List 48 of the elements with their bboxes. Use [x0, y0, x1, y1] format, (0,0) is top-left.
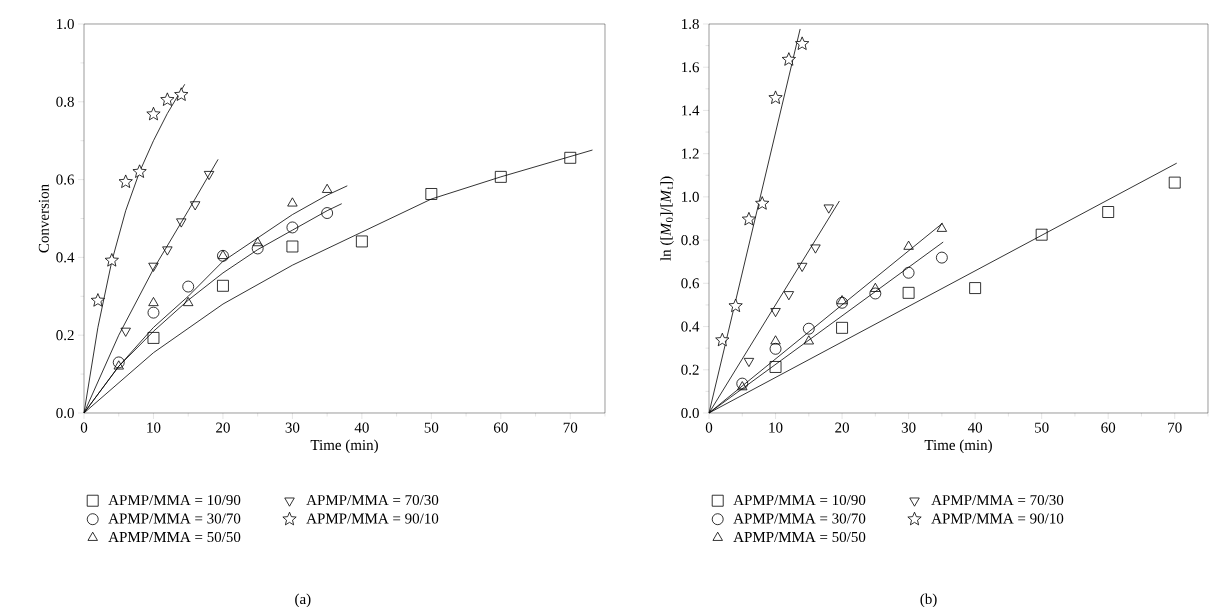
y-tick-label: 0.0 [56, 407, 74, 419]
x-tick-label: 10 [147, 422, 161, 433]
x-tick-label: 50 [424, 422, 439, 433]
x-tick-label: 60 [493, 422, 508, 433]
legend-label: APMP/MMA = 70/30 [931, 494, 1064, 506]
legend-label: APMP/MMA = 70/30 [306, 494, 439, 506]
y-tick-label: 1.0 [682, 191, 699, 202]
y-tick-label: 0.6 [56, 174, 75, 185]
x-tick-label: 70 [563, 422, 578, 433]
legend-label: APMP/MMA = 10/90 [108, 494, 241, 506]
legend-label: APMP/MMA = 30/70 [108, 513, 241, 524]
x-tick-label: 60 [1101, 422, 1116, 433]
text: (b) [920, 593, 937, 608]
y-tick-label: 0.8 [56, 96, 74, 107]
y-axis-title: ln ([M$_{0}$]/[M$_{t}$]) [660, 176, 674, 261]
x-axis-title: Time (min) [924, 439, 992, 454]
legend-label: APMP/MMA = 10/90 [733, 494, 866, 506]
x-tick-label: 0 [80, 422, 88, 433]
legend-label: APMP/MMA = 50/50 [108, 531, 241, 543]
x-tick-label: 30 [901, 422, 916, 433]
x-axis-title: Time (min) [310, 439, 378, 454]
y-tick-label: 0.8 [681, 235, 699, 246]
x-tick-label: 70 [1168, 422, 1182, 433]
y-tick-label: 1.6 [682, 62, 700, 73]
x-tick-label: 0 [705, 422, 713, 433]
y-axis-title: Conversion [38, 184, 49, 253]
x-tick-label: 50 [1035, 422, 1049, 433]
x-tick-label: 20 [835, 422, 849, 433]
x-tick-label: 30 [285, 422, 300, 433]
y-tick-label: 0.2 [681, 364, 699, 375]
x-tick-label: 40 [354, 422, 369, 433]
y-tick-label: 0.4 [56, 252, 75, 263]
y-tick-label: 0.2 [56, 330, 74, 341]
x-tick-label: 20 [216, 422, 230, 433]
y-tick-label: 0.6 [681, 278, 700, 289]
legend-label: APMP/MMA = 90/10 [306, 513, 439, 524]
x-tick-label: 10 [769, 422, 783, 433]
x-tick-label: 40 [967, 422, 983, 433]
legend-label: APMP/MMA = 90/10 [931, 513, 1064, 524]
y-tick-label: 0.4 [681, 321, 700, 332]
y-tick-label: 1.2 [682, 148, 699, 159]
text: (a) [295, 593, 311, 608]
y-tick-label: 1.8 [682, 18, 699, 30]
legend-label: APMP/MMA = 50/50 [733, 531, 866, 543]
y-tick-label: 1.4 [682, 105, 700, 116]
y-tick-label: 1.0 [57, 18, 74, 30]
y-tick-label: 0.0 [681, 407, 699, 419]
legend-label: APMP/MMA = 30/70 [733, 513, 866, 524]
